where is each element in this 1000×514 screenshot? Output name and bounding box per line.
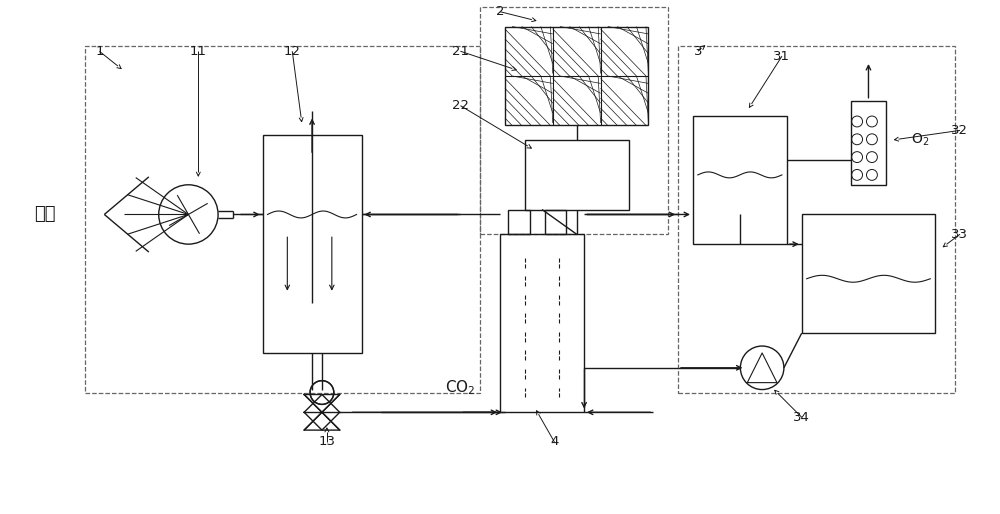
Bar: [851, 101, 886, 185]
Text: 13: 13: [318, 435, 335, 449]
Text: 12: 12: [284, 45, 301, 58]
Bar: [500, 234, 584, 412]
Text: O$_2$: O$_2$: [911, 132, 929, 149]
Text: 34: 34: [793, 411, 810, 424]
Bar: [802, 214, 935, 333]
Text: 2: 2: [496, 5, 504, 18]
Bar: [693, 116, 787, 244]
Text: 空气: 空气: [34, 206, 56, 224]
Bar: [480, 7, 668, 234]
Text: 1: 1: [95, 45, 104, 58]
Bar: [263, 135, 362, 353]
Bar: [505, 27, 648, 125]
Bar: [508, 210, 530, 234]
Text: 31: 31: [773, 50, 790, 63]
Bar: [525, 140, 629, 210]
Text: 11: 11: [190, 45, 207, 58]
Text: CO$_2$: CO$_2$: [445, 378, 476, 397]
Text: 33: 33: [951, 228, 968, 241]
Text: 3: 3: [694, 45, 702, 58]
Bar: [85, 46, 480, 393]
Text: 32: 32: [951, 124, 968, 137]
Bar: [545, 210, 566, 234]
Text: 21: 21: [452, 45, 469, 58]
Text: 4: 4: [550, 435, 559, 449]
Text: 22: 22: [452, 99, 469, 112]
Bar: [678, 46, 955, 393]
